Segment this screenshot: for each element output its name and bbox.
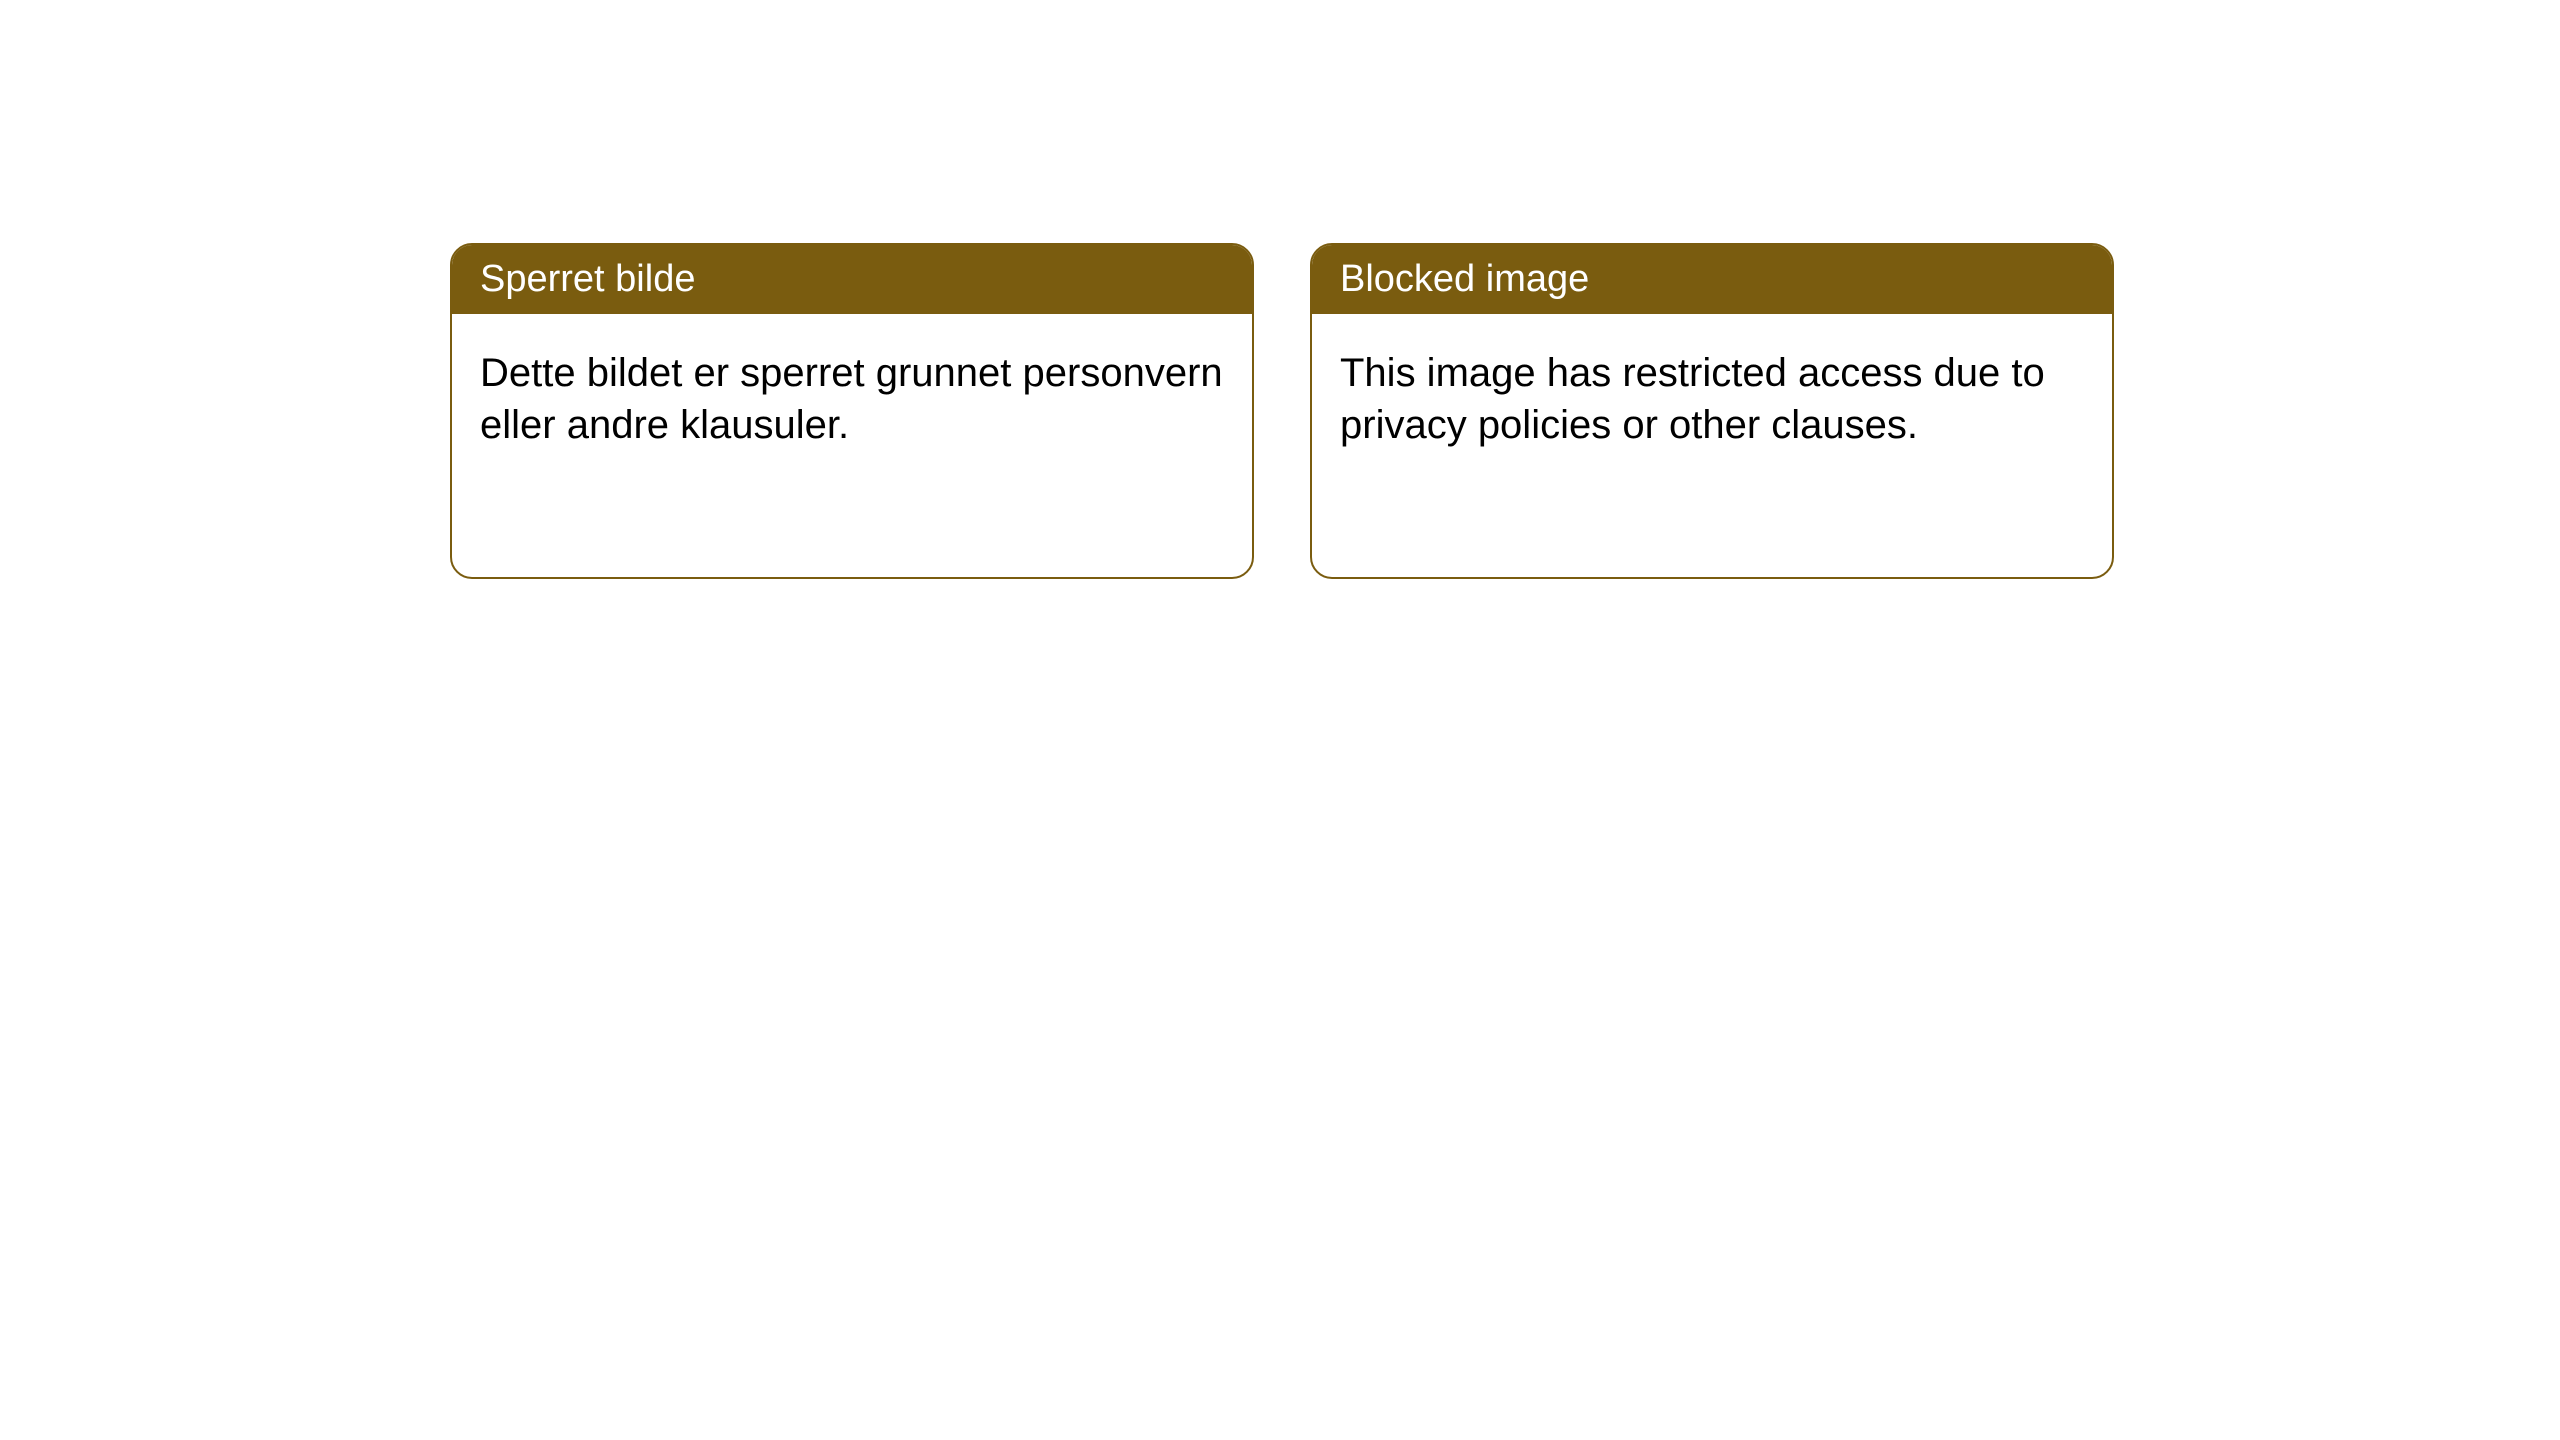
card-title-english: Blocked image bbox=[1340, 258, 1589, 300]
card-english: Blocked image This image has restricted … bbox=[1310, 243, 2114, 579]
card-title-norwegian: Sperret bilde bbox=[480, 258, 695, 300]
card-body-norwegian: Dette bildet er sperret grunnet personve… bbox=[452, 314, 1252, 484]
card-body-english: This image has restricted access due to … bbox=[1312, 314, 2112, 484]
card-header-norwegian: Sperret bilde bbox=[452, 245, 1252, 314]
card-norwegian: Sperret bilde Dette bildet er sperret gr… bbox=[450, 243, 1254, 579]
card-header-english: Blocked image bbox=[1312, 245, 2112, 314]
card-text-norwegian: Dette bildet er sperret grunnet personve… bbox=[480, 351, 1223, 446]
cards-container: Sperret bilde Dette bildet er sperret gr… bbox=[450, 243, 2114, 579]
card-text-english: This image has restricted access due to … bbox=[1340, 351, 2045, 446]
